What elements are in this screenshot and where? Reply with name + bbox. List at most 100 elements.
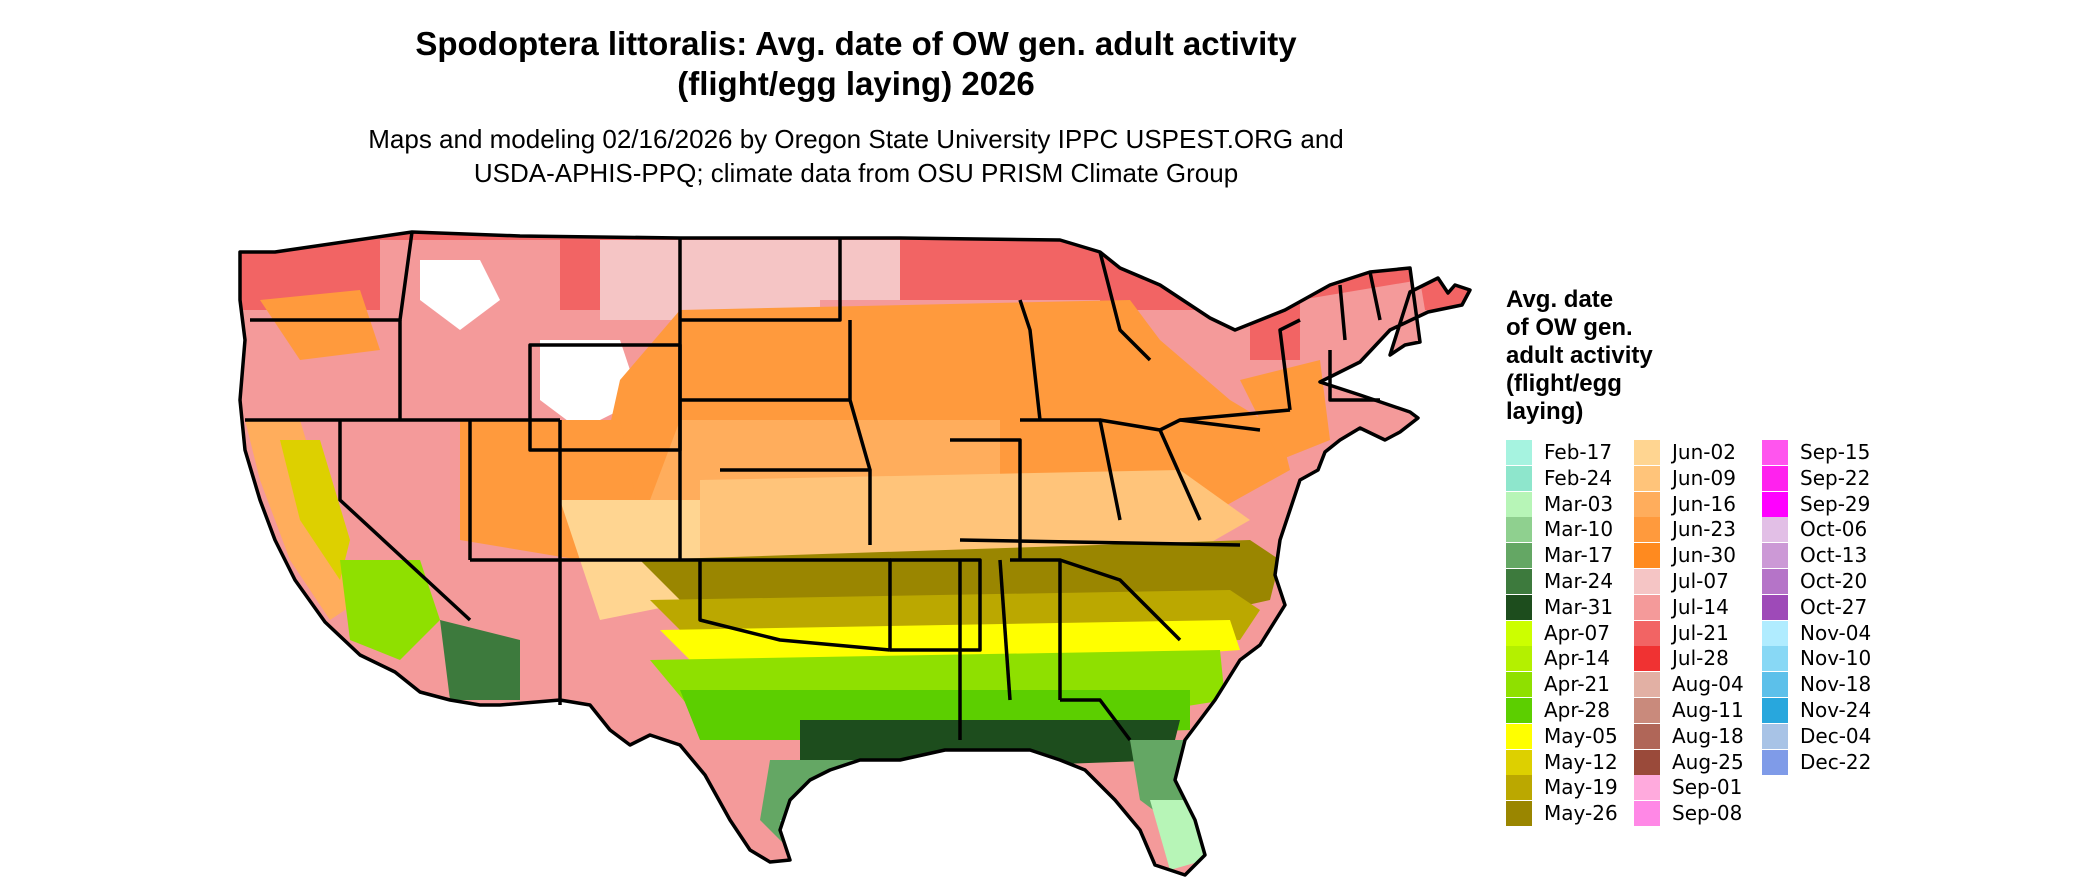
- legend-swatch: [1506, 749, 1532, 775]
- map-title: Spodoptera littoralis: Avg. date of OW g…: [0, 24, 1712, 104]
- map-subtitle: Maps and modeling 02/16/2026 by Oregon S…: [0, 122, 1712, 190]
- legend-swatch: [1634, 620, 1660, 646]
- legend-label: Oct-20: [1800, 569, 1868, 593]
- legend-item: Jun-09: [1634, 465, 1736, 491]
- legend-swatch: [1506, 491, 1532, 517]
- legend-swatch: [1506, 672, 1532, 698]
- legend-title-line-1: Avg. date: [1506, 286, 1614, 313]
- legend-title-line-4: (flight/egg: [1506, 370, 1622, 397]
- legend-swatch: [1506, 646, 1532, 672]
- legend-label: Mar-31: [1544, 594, 1614, 619]
- map-subtitle-line-2: USDA-APHIS-PPQ; climate data from OSU PR…: [473, 158, 1239, 188]
- legend-swatch: [1634, 698, 1660, 723]
- map-title-line-1: Spodoptera littoralis: Avg. date of OW g…: [415, 25, 1297, 62]
- legend-label: May-26: [1544, 801, 1618, 826]
- legend-swatch: [1634, 594, 1660, 620]
- legend-label: Jun-09: [1672, 465, 1736, 490]
- legend-item: May-12: [1506, 749, 1618, 775]
- legend-swatch: [1506, 801, 1532, 827]
- legend-swatch: [1634, 801, 1660, 827]
- state-boundaries: [238, 230, 1472, 877]
- legend-swatch: [1762, 465, 1788, 491]
- legend-item: Oct-27: [1762, 594, 1868, 620]
- legend-label: Apr-21: [1544, 672, 1610, 697]
- legend-label: Jul-28: [1672, 646, 1729, 671]
- legend-label: Nov-18: [1800, 672, 1872, 697]
- legend-swatch: [1762, 646, 1788, 672]
- map-title-line-2: (flight/egg laying) 2026: [677, 65, 1035, 102]
- legend-swatch: [1762, 543, 1788, 569]
- legend-item: Mar-24: [1506, 569, 1613, 594]
- legend-label: Nov-24: [1800, 698, 1872, 722]
- legend-label: Mar-24: [1544, 569, 1614, 593]
- legend-label: May-12: [1544, 749, 1618, 774]
- legend-item: Apr-21: [1506, 672, 1610, 698]
- legend-item: Jul-21: [1634, 620, 1729, 646]
- legend-item: Nov-04: [1762, 620, 1872, 646]
- map-subtitle-line-1: Maps and modeling 02/16/2026 by Oregon S…: [368, 124, 1344, 154]
- legend-swatch: [1634, 646, 1660, 672]
- legend-label: Dec-22: [1800, 749, 1872, 774]
- legend-label: Nov-04: [1800, 620, 1872, 645]
- legend-item: Sep-15: [1762, 440, 1870, 465]
- legend-title-line-2: of OW gen.: [1506, 314, 1633, 341]
- legend-title-line-3: adult activity: [1506, 342, 1653, 369]
- legend-label: Oct-27: [1800, 594, 1868, 619]
- legend-label: Sep-22: [1800, 465, 1871, 490]
- legend-label: Jul-14: [1672, 594, 1729, 619]
- legend-item: Jun-16: [1634, 491, 1736, 517]
- legend-swatch: [1762, 672, 1788, 698]
- legend-swatch: [1634, 543, 1660, 569]
- legend-title: Avg. date of OW gen. adult activity (fli…: [1506, 286, 1726, 426]
- legend-swatch: [1506, 543, 1532, 569]
- legend-item: Aug-04: [1634, 672, 1744, 698]
- legend-swatch: [1634, 569, 1660, 594]
- legend-swatch: [1762, 594, 1788, 620]
- legend-swatch: [1506, 698, 1532, 723]
- legend-swatch: [1634, 723, 1660, 749]
- legend-label: Jun-02: [1672, 440, 1736, 464]
- legend-label: Jun-30: [1672, 543, 1736, 568]
- legend-item: Mar-31: [1506, 594, 1614, 620]
- legend-label: May-05: [1544, 723, 1618, 748]
- legend-item: Jul-07: [1634, 569, 1729, 594]
- legend-label: Feb-24: [1544, 465, 1613, 490]
- legend-label: Jun-23: [1672, 517, 1736, 542]
- legend-item: May-05: [1506, 723, 1618, 749]
- legend-swatch: [1506, 620, 1532, 646]
- legend-swatch: [1634, 672, 1660, 698]
- legend-item: Oct-06: [1762, 517, 1868, 543]
- legend-item: Mar-17: [1506, 543, 1613, 569]
- legend-item: Jun-30: [1634, 543, 1736, 569]
- legend-label: Sep-01: [1672, 775, 1743, 800]
- legend-item: Jun-23: [1634, 517, 1736, 543]
- legend-item: May-19: [1506, 775, 1618, 801]
- legend-swatch: [1762, 620, 1788, 646]
- legend-swatch: [1634, 465, 1660, 491]
- legend-label: Oct-06: [1800, 517, 1868, 542]
- legend-swatch: [1762, 569, 1788, 594]
- legend-label: Mar-10: [1544, 517, 1614, 542]
- legend-swatch: [1634, 491, 1660, 517]
- legend-swatch: [1506, 465, 1532, 491]
- legend-item: Jul-14: [1634, 594, 1729, 620]
- legend-item: Mar-10: [1506, 517, 1614, 543]
- legend-swatch: [1506, 723, 1532, 749]
- legend-item: Apr-28: [1506, 698, 1610, 723]
- legend-item: Sep-01: [1634, 775, 1743, 801]
- legend-label: Dec-04: [1800, 723, 1872, 748]
- legend-label: Sep-29: [1800, 491, 1871, 516]
- legend-item: Nov-10: [1762, 646, 1871, 672]
- legend-swatch: [1634, 775, 1660, 801]
- legend-item: Apr-07: [1506, 620, 1610, 646]
- legend-item: Nov-24: [1762, 698, 1871, 723]
- legend-swatch: [1762, 440, 1788, 465]
- legend-item: Oct-20: [1762, 569, 1867, 594]
- legend-label: Oct-13: [1800, 543, 1868, 568]
- legend-label: Aug-11: [1672, 698, 1744, 722]
- legend-swatch: [1762, 698, 1788, 723]
- legend-swatch: [1506, 517, 1532, 543]
- legend-item: May-26: [1506, 801, 1618, 827]
- legend-label: Apr-07: [1544, 620, 1610, 645]
